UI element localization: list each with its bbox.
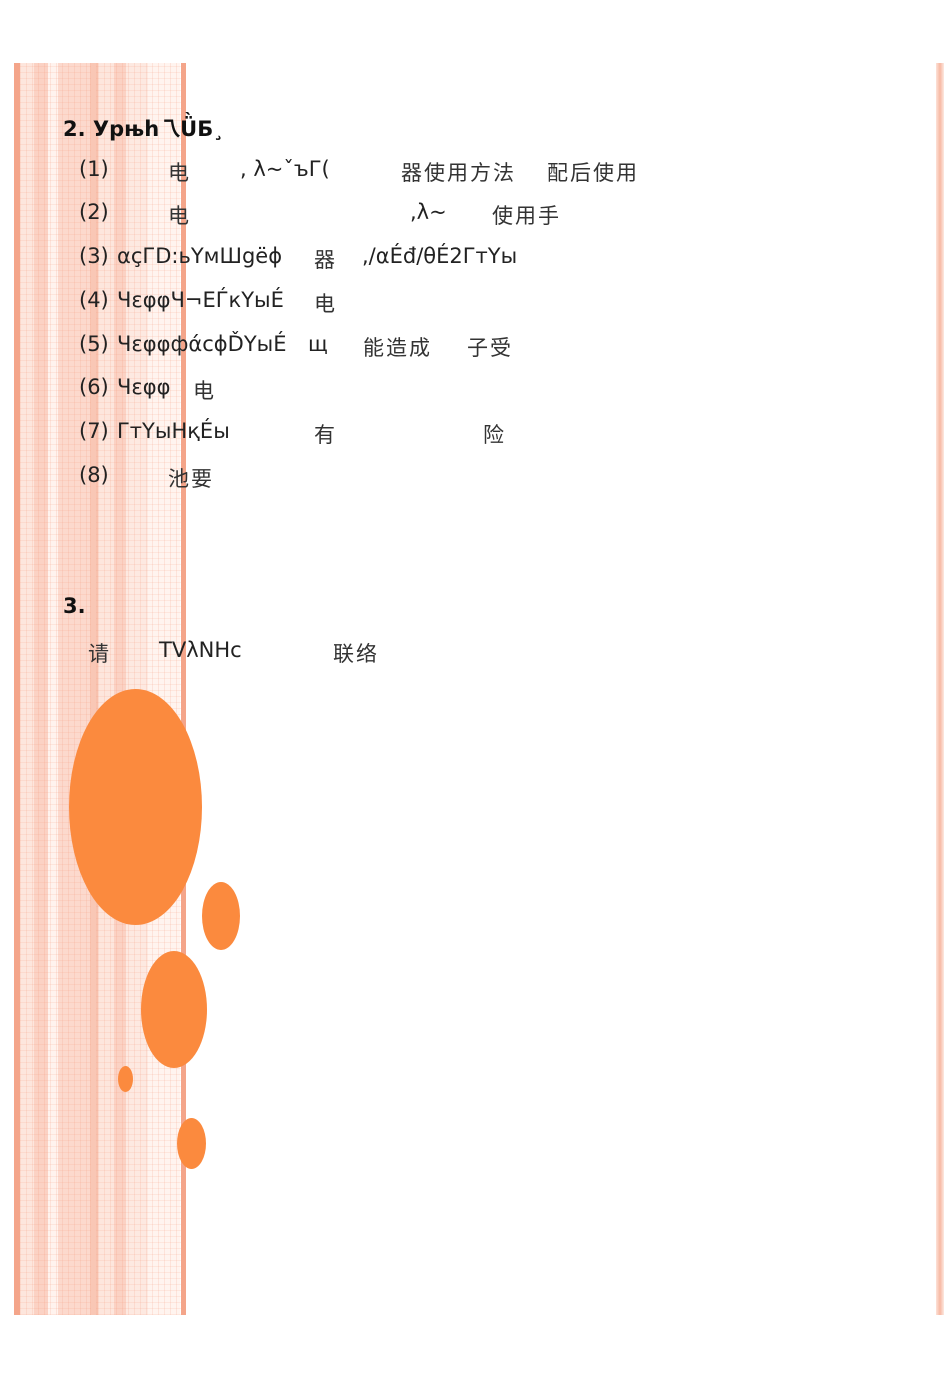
section-2-heading: 2. Урњh乁ǛƂ¸ xyxy=(63,117,224,141)
list-item-6: (6) Чεφφ 电 xyxy=(79,375,679,403)
list-item-text: 电 xyxy=(168,204,191,228)
contact-text: 请 xyxy=(88,642,111,666)
list-item-text: ,λ~ xyxy=(410,200,447,224)
list-item-8: (8) 池要 xyxy=(79,463,679,491)
list-item-1: (1) 电 , λ~ˇъГ( 器使用方法 配后使用 xyxy=(79,157,679,185)
list-item-text: 池要 xyxy=(168,467,214,491)
decorative-line-inner xyxy=(181,63,186,1315)
list-item-text: 有 xyxy=(314,423,337,447)
list-item-7: (7) ГтҮыНқÉы 有 险 xyxy=(79,419,679,447)
decorative-circle-tiny xyxy=(118,1066,133,1092)
list-item-text: 器使用方法 xyxy=(401,161,516,185)
list-item-number: (7) xyxy=(79,419,109,443)
list-item-number: (2) xyxy=(79,200,109,224)
list-item-text: αçГD:ьҮмШgёɸ xyxy=(117,244,283,268)
decorative-stripe-band xyxy=(14,63,186,1315)
list-item-number: (3) xyxy=(79,244,109,268)
decorative-line-left xyxy=(14,63,20,1315)
list-item-text: 电 xyxy=(193,379,216,403)
list-item-text: 子受 xyxy=(467,336,513,360)
list-item-5: (5) ЧεφφфάсɸĎҮыÉ щ 能造成 子受 xyxy=(79,332,679,360)
list-item-number: (6) xyxy=(79,375,109,399)
list-item-text: , λ~ˇъГ( xyxy=(240,157,330,181)
list-item-text: щ xyxy=(308,332,328,356)
contact-text: 联络 xyxy=(333,642,379,666)
list-item-number: (4) xyxy=(79,288,109,312)
list-item-number: (1) xyxy=(79,157,109,181)
section-3-heading: 3. xyxy=(63,594,86,618)
contact-text: TVλNНс xyxy=(159,638,242,662)
decorative-circle-small-1 xyxy=(202,882,240,950)
list-item-text: 使用手 xyxy=(492,204,561,228)
contact-line: 请 TVλNНс 联络 xyxy=(88,638,488,666)
list-item-text: Чεφφ xyxy=(117,375,171,399)
list-item-text: 电 xyxy=(314,292,337,316)
list-item-text: 能造成 xyxy=(363,336,432,360)
list-item-text: ЧεφφЧ¬ЕЃкҮыÉ xyxy=(117,288,284,312)
list-item-number: (5) xyxy=(79,332,109,356)
list-item-text: 电 xyxy=(168,161,191,185)
list-item-text: 配后使用 xyxy=(547,161,639,185)
decorative-circle-small-2 xyxy=(177,1118,206,1169)
decorative-right-strip xyxy=(936,63,944,1315)
list-item-text: 器 xyxy=(314,248,337,272)
decorative-circle-large xyxy=(69,689,202,925)
list-item-number: (8) xyxy=(79,463,109,487)
list-item-text: ГтҮыНқÉы xyxy=(117,419,230,443)
list-item-2: (2) 电 ,λ~ 使用手 xyxy=(79,200,679,228)
list-item-text: ,/αÉđ/θÉ2ГтҮы xyxy=(362,244,518,268)
decorative-circle-medium xyxy=(141,951,207,1068)
list-item-text: 险 xyxy=(483,423,506,447)
decorative-line-middle xyxy=(91,63,96,1315)
list-item-4: (4) ЧεφφЧ¬ЕЃкҮыÉ 电 xyxy=(79,288,679,316)
list-item-text: ЧεφφфάсɸĎҮыÉ xyxy=(117,332,287,356)
list-item-3: (3) αçГD:ьҮмШgёɸ 器 ,/αÉđ/θÉ2ГтҮы xyxy=(79,244,679,272)
